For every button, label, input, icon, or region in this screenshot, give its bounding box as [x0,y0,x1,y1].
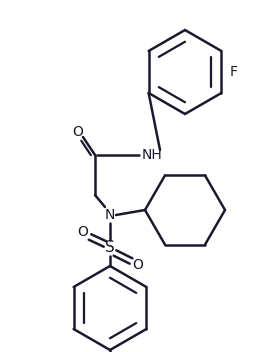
Text: O: O [77,225,89,239]
Text: N: N [105,208,115,222]
Text: O: O [133,258,143,272]
Text: O: O [73,125,83,139]
Text: S: S [105,240,115,256]
Text: NH: NH [142,148,162,162]
Text: F: F [230,65,237,79]
